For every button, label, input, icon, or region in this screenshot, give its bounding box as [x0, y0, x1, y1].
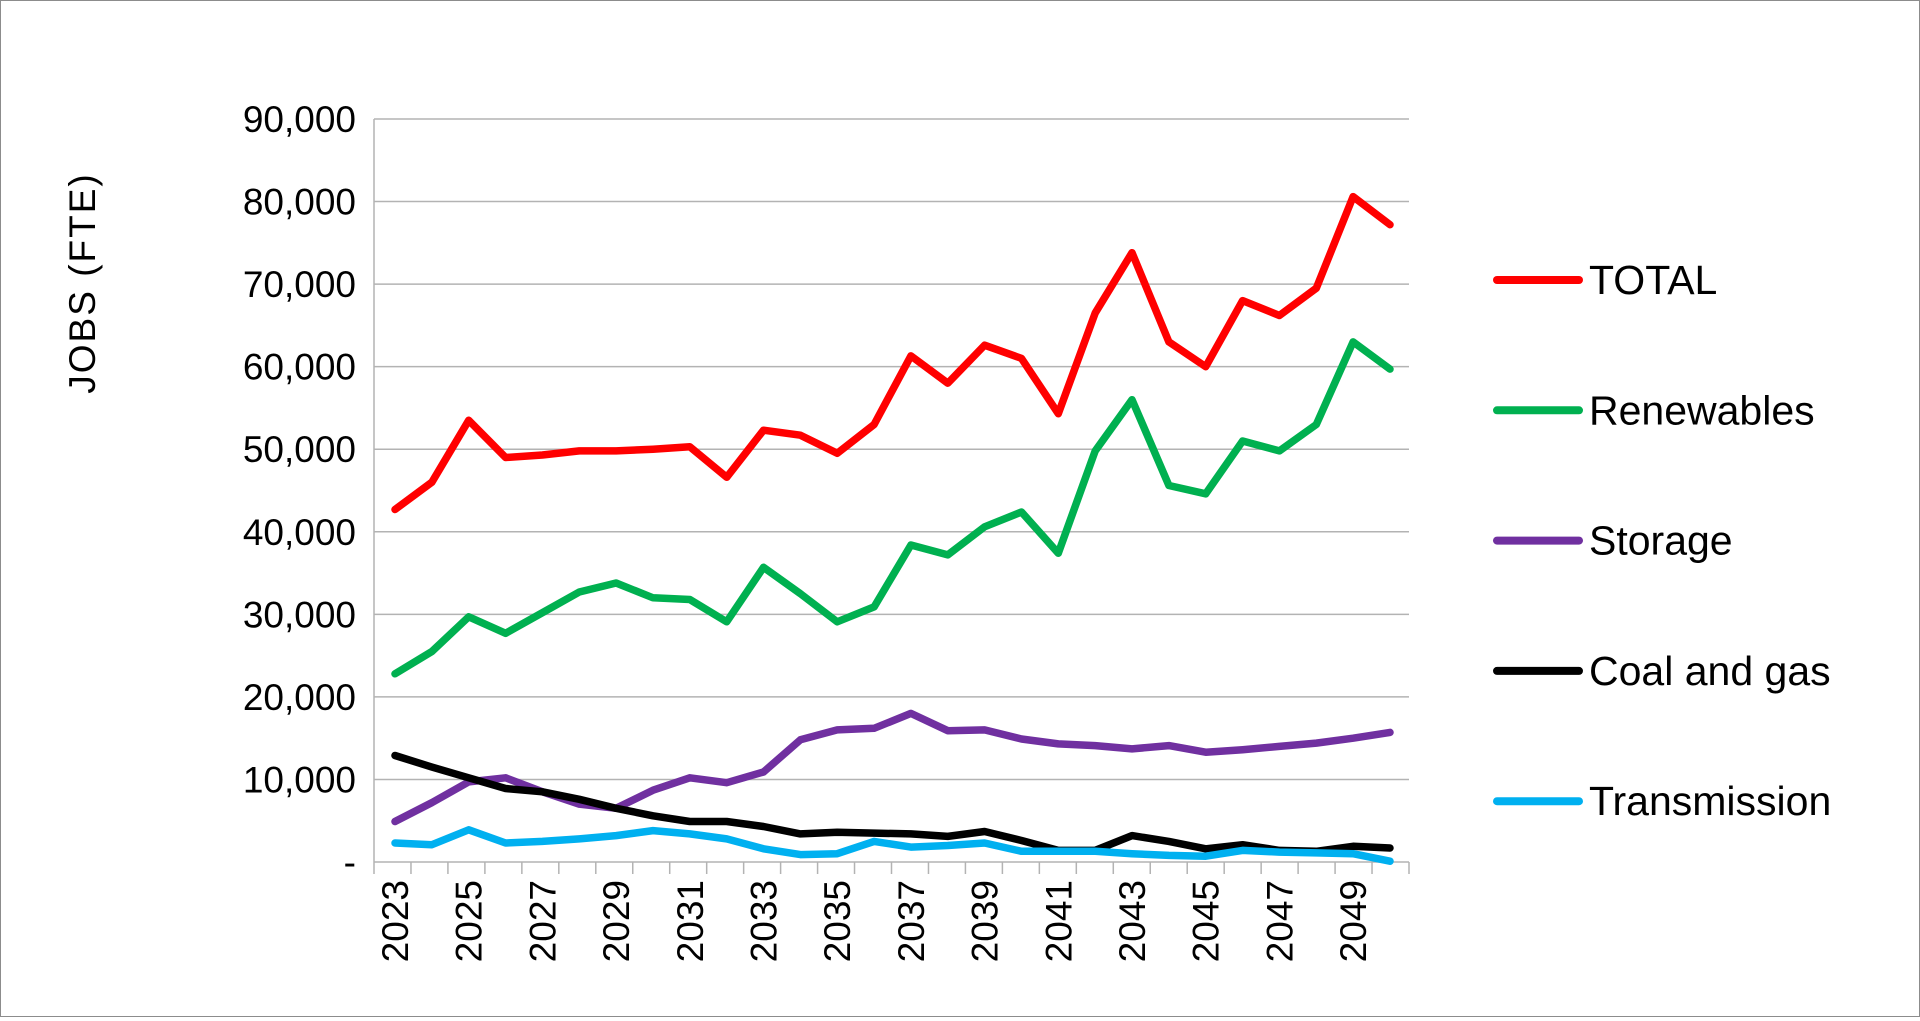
- x-tick-label: 2023: [375, 880, 416, 962]
- x-tick-label: 2035: [817, 880, 858, 962]
- y-axis-label: JOBS (FTE): [62, 172, 103, 393]
- x-tick-label: 2039: [965, 880, 1006, 962]
- y-tick-label: 60,000: [243, 347, 356, 388]
- series-line-total: [391, 192, 1394, 514]
- y-tick-label: 70,000: [243, 264, 356, 305]
- x-tick-label: 2033: [744, 880, 785, 962]
- y-tick-label: 50,000: [243, 429, 356, 470]
- y-tick-label: -: [344, 842, 356, 883]
- x-tick-label: 2041: [1038, 880, 1079, 962]
- y-tick-label: 20,000: [243, 677, 356, 718]
- y-tick-label: 30,000: [243, 594, 356, 635]
- axes: [373, 119, 1410, 874]
- x-tick-label: 2045: [1186, 880, 1227, 962]
- y-tick-label: 90,000: [243, 99, 356, 140]
- x-tick-label: 2031: [670, 880, 711, 962]
- x-tick-label: 2037: [891, 880, 932, 962]
- legend-label: Transmission: [1589, 778, 1831, 824]
- legend-label: TOTAL: [1589, 257, 1717, 303]
- legend-label: Coal and gas: [1589, 648, 1831, 694]
- series-line-storage: [391, 709, 1394, 826]
- x-tick-label: 2047: [1259, 880, 1300, 962]
- series-line-transmission: [391, 826, 1394, 865]
- series-line-coal-and-gas: [391, 751, 1394, 856]
- x-tick-label: 2049: [1333, 880, 1374, 962]
- gridlines: [374, 118, 1409, 781]
- y-tick-labels: - 10,000 20,000 30,000 40,000 50,000 60,000 70,…: [243, 99, 356, 883]
- x-tick-label: 2025: [449, 880, 490, 962]
- x-tick-label: 2029: [596, 880, 637, 962]
- legend: TOTAL Renewables Storage Coal and gas Transm…: [1493, 257, 1831, 824]
- series-line-renewables: [391, 338, 1394, 678]
- y-tick-label: 80,000: [243, 182, 356, 223]
- x-tick-label: 2027: [522, 880, 563, 962]
- x-tick-label: 2043: [1112, 880, 1153, 962]
- y-tick-label: 10,000: [243, 759, 356, 800]
- x-tick-labels: 2023 2025 2027 2029 2031 2033 2035 2037 2039 2041…: [375, 880, 1374, 962]
- legend-label: Storage: [1589, 518, 1733, 564]
- legend-label: Renewables: [1589, 387, 1815, 433]
- series-lines: [391, 192, 1394, 865]
- y-tick-label: 40,000: [243, 512, 356, 553]
